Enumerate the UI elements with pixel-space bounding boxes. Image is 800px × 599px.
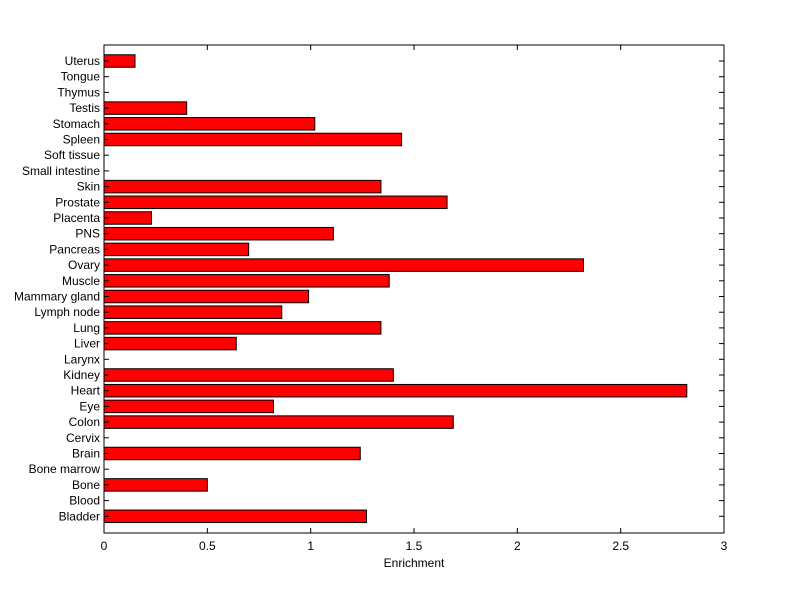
bar-pancreas	[103, 242, 250, 257]
y-tick-label: Pancreas	[49, 242, 100, 256]
bar-skin	[103, 179, 382, 194]
y-tick-label: Stomach	[53, 117, 100, 131]
bar-muscle	[103, 274, 390, 288]
bar-stomach	[103, 117, 316, 131]
y-tick-label: Lung	[73, 321, 100, 335]
bar-testis	[103, 101, 188, 115]
bar-heart	[103, 383, 688, 398]
y-tick-label: Testis	[69, 101, 100, 115]
y-tick-label: Heart	[71, 384, 101, 398]
y-tick-label: Ovary	[68, 258, 100, 272]
bar-lymph-node	[103, 305, 283, 319]
y-tick-label: Blood	[69, 494, 100, 508]
bar-mammary-gland	[103, 289, 310, 304]
bar-prostate	[103, 195, 448, 210]
y-tick-label: Liver	[74, 337, 100, 351]
bar-ovary	[103, 258, 584, 272]
bar-colon	[103, 415, 454, 429]
x-tick-label: 3	[721, 539, 728, 553]
y-tick-label: Prostate	[55, 195, 100, 209]
bar-pns	[103, 226, 334, 241]
y-tick-label: Cervix	[66, 431, 100, 445]
bar-eye	[103, 399, 274, 414]
y-tick-label: Kidney	[63, 368, 100, 382]
y-tick-label: Small intestine	[22, 164, 100, 178]
y-tick-label: Soft tissue	[44, 148, 100, 162]
y-tick-label: Bladder	[59, 509, 100, 523]
x-tick-label: 0	[101, 539, 108, 553]
x-tick-label: 2	[514, 539, 521, 553]
y-tick-label: Larynx	[64, 352, 100, 366]
y-tick-label: PNS	[75, 227, 100, 241]
y-tick-label: Uterus	[65, 54, 100, 68]
bar-brain	[103, 446, 361, 461]
y-tick-label: Spleen	[63, 133, 100, 147]
y-tick-label: Muscle	[62, 274, 100, 288]
y-tick-label: Bone	[72, 478, 100, 492]
y-tick-label: Eye	[79, 399, 100, 413]
y-tick-label: Lymph node	[34, 305, 100, 319]
bar-bladder	[103, 509, 367, 524]
plot-frame	[103, 44, 725, 534]
x-tick-label: 1	[307, 539, 314, 553]
y-tick-label: Skin	[77, 180, 100, 194]
y-tick-label: Bone marrow	[29, 462, 101, 476]
y-tick-label: Mammary gland	[14, 290, 100, 304]
y-tick-label: Brain	[72, 447, 100, 461]
y-tick-label: Placenta	[53, 211, 100, 225]
y-tick-label: Thymus	[57, 85, 100, 99]
x-tick-label: 0.5	[199, 539, 216, 553]
x-tick-label: 1.5	[406, 539, 423, 553]
bar-liver	[103, 336, 237, 351]
x-tick-label: 2.5	[612, 539, 629, 553]
bar-placenta	[103, 211, 153, 225]
bar-bone	[103, 478, 208, 492]
y-tick-label: Colon	[69, 415, 100, 429]
bar-lung	[103, 321, 382, 335]
y-tick-label: Tongue	[61, 70, 101, 84]
x-axis-label: Enrichment	[384, 556, 445, 570]
bar-kidney	[103, 368, 394, 382]
bar-spleen	[103, 132, 403, 147]
